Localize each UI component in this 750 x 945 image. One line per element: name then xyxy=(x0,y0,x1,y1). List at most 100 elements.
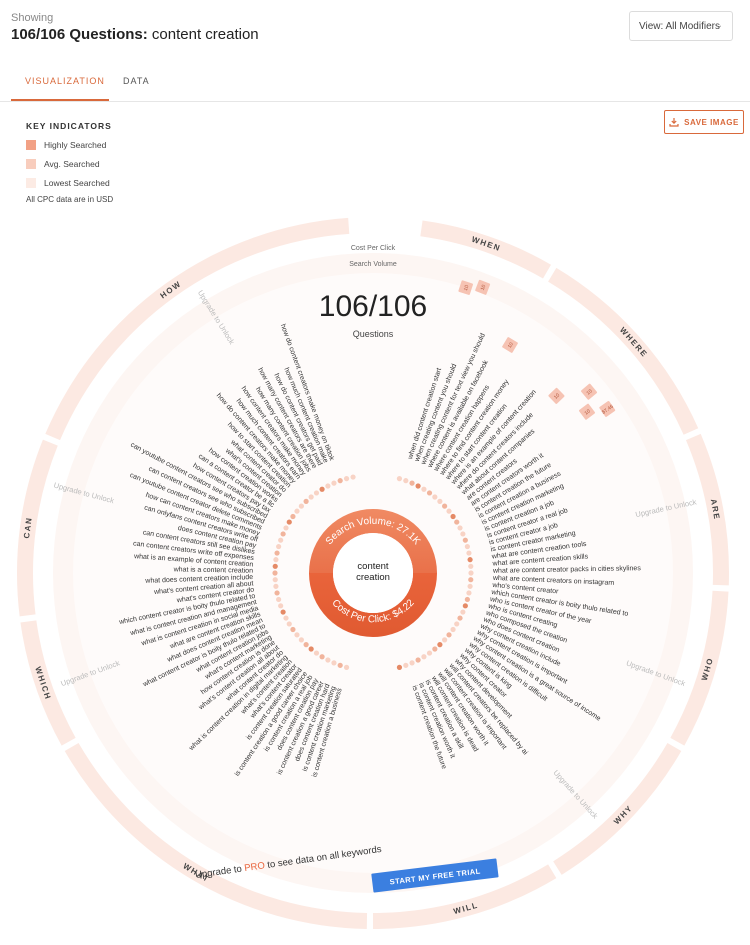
volume-dot[interactable] xyxy=(308,646,314,652)
volume-dot[interactable] xyxy=(466,550,472,556)
volume-dot[interactable] xyxy=(272,577,278,583)
modifier-segment-why[interactable] xyxy=(553,743,682,875)
view-modifiers-select[interactable]: View: All Modifiers ⌄ xyxy=(629,11,733,41)
volume-dot[interactable] xyxy=(467,557,473,563)
volume-dot[interactable] xyxy=(278,603,284,609)
modifier-segment-who[interactable] xyxy=(670,590,729,746)
cpc-badge[interactable]: 10 xyxy=(579,403,596,420)
volume-dot[interactable] xyxy=(403,662,409,668)
volume-dot[interactable] xyxy=(450,513,456,520)
volume-dot[interactable] xyxy=(415,483,421,489)
volume-dot[interactable] xyxy=(274,590,280,596)
volume-dot[interactable] xyxy=(432,494,438,500)
volume-dot[interactable] xyxy=(276,596,282,603)
volume-dot[interactable] xyxy=(313,490,320,496)
volume-dot[interactable] xyxy=(343,476,350,482)
volume-dot[interactable] xyxy=(466,590,472,596)
volume-dot[interactable] xyxy=(303,642,309,648)
volume-dot[interactable] xyxy=(460,609,466,615)
modifier-segment-can[interactable] xyxy=(16,439,58,617)
volume-dot[interactable] xyxy=(286,519,292,525)
volume-dot[interactable] xyxy=(432,646,438,652)
volume-dot[interactable] xyxy=(337,478,343,484)
volume-dot[interactable] xyxy=(460,531,466,537)
volume-dot[interactable] xyxy=(331,660,337,666)
volume-dot[interactable] xyxy=(350,474,356,480)
modifier-segment-where[interactable] xyxy=(548,267,699,435)
save-image-button[interactable]: SAVE IMAGE xyxy=(664,110,744,134)
volume-dot[interactable] xyxy=(409,660,415,666)
cpc-badge[interactable]: 10 xyxy=(458,280,474,295)
volume-dot[interactable] xyxy=(426,650,433,656)
volume-dot[interactable] xyxy=(286,621,292,627)
question-label[interactable]: what does content creation include xyxy=(144,574,253,585)
volume-dot[interactable] xyxy=(273,557,279,563)
volume-dot[interactable] xyxy=(442,503,448,509)
volume-dot[interactable] xyxy=(325,657,331,663)
volume-dot[interactable] xyxy=(325,483,331,489)
volume-dot[interactable] xyxy=(294,508,300,514)
volume-dot[interactable] xyxy=(303,498,309,504)
volume-dot[interactable] xyxy=(437,642,443,648)
volume-dot[interactable] xyxy=(457,525,463,531)
tab-visualization[interactable]: VISUALIZATION xyxy=(25,76,105,86)
cost-per-click-arc[interactable] xyxy=(309,573,437,637)
question-label[interactable]: what are content creator packs in cities… xyxy=(492,565,641,575)
tab-data[interactable]: DATA xyxy=(123,76,150,86)
modifier-segment-which[interactable] xyxy=(20,620,76,746)
modifier-segment-what[interactable] xyxy=(64,743,368,929)
volume-dot[interactable] xyxy=(283,615,289,621)
volume-dot[interactable] xyxy=(280,609,286,615)
volume-dot[interactable] xyxy=(276,543,282,550)
volume-dot[interactable] xyxy=(313,650,320,656)
volume-dot[interactable] xyxy=(319,486,325,492)
cpc-badge[interactable]: 10 xyxy=(580,383,598,400)
volume-dot[interactable] xyxy=(273,583,279,589)
volume-dot[interactable] xyxy=(415,657,421,663)
volume-dot[interactable] xyxy=(280,531,286,537)
modifier-segment-when[interactable] xyxy=(420,220,551,279)
volume-dot[interactable] xyxy=(298,637,304,643)
volume-dot[interactable] xyxy=(468,563,474,569)
volume-dot[interactable] xyxy=(403,478,409,484)
start-free-trial-button[interactable]: START MY FREE TRIAL xyxy=(371,858,499,893)
volume-dot[interactable] xyxy=(464,596,470,603)
search-volume-arc[interactable] xyxy=(309,509,437,573)
cpc-badge[interactable]: 10 xyxy=(475,279,491,296)
volume-dot[interactable] xyxy=(396,476,403,482)
volume-dot[interactable] xyxy=(462,603,468,609)
volume-dot[interactable] xyxy=(274,550,280,556)
volume-dot[interactable] xyxy=(421,654,427,660)
volume-dot[interactable] xyxy=(467,583,473,589)
volume-dot[interactable] xyxy=(457,615,463,621)
volume-dot[interactable] xyxy=(454,519,460,525)
volume-dot[interactable] xyxy=(278,537,284,543)
volume-dot[interactable] xyxy=(446,508,452,514)
volume-dot[interactable] xyxy=(437,498,443,504)
volume-dot[interactable] xyxy=(396,664,403,670)
cpc-badge[interactable]: 10 xyxy=(502,337,518,353)
volume-dot[interactable] xyxy=(462,537,468,543)
volume-dot[interactable] xyxy=(343,664,350,670)
modifier-segment-are[interactable] xyxy=(685,433,729,586)
volume-dot[interactable] xyxy=(283,525,289,531)
volume-dot[interactable] xyxy=(409,480,415,486)
volume-dot[interactable] xyxy=(337,662,343,668)
volume-dot[interactable] xyxy=(442,637,448,643)
volume-dot[interactable] xyxy=(468,570,474,576)
volume-dot[interactable] xyxy=(290,626,296,633)
volume-dot[interactable] xyxy=(446,632,452,638)
volume-dot[interactable] xyxy=(454,621,460,627)
volume-dot[interactable] xyxy=(272,563,278,569)
volume-dot[interactable] xyxy=(468,577,474,583)
volume-dot[interactable] xyxy=(290,513,296,520)
volume-dot[interactable] xyxy=(331,480,337,486)
volume-dot[interactable] xyxy=(421,486,427,492)
cpc-badge[interactable]: $7.46 xyxy=(599,400,616,417)
volume-dot[interactable] xyxy=(272,570,278,576)
volume-dot[interactable] xyxy=(319,654,325,660)
volume-dot[interactable] xyxy=(308,494,314,500)
cpc-badge[interactable]: 10 xyxy=(548,387,565,404)
volume-dot[interactable] xyxy=(464,543,470,550)
modifier-label-are[interactable]: ARE xyxy=(709,498,722,521)
